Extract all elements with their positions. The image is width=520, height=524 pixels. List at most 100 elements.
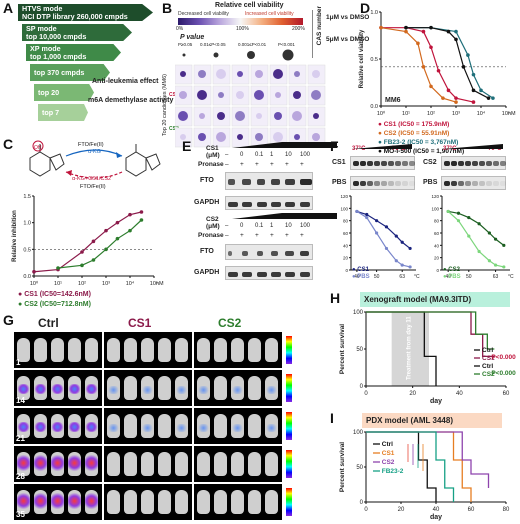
candidates-label: Top 20 candidates (MM6) [162, 74, 168, 137]
data-point [408, 265, 412, 269]
data-point [486, 96, 491, 100]
legend-d-fb-text: FB23-2 (IC50 = 3,767nM) [383, 139, 459, 146]
data-point [80, 263, 84, 268]
candidate-dot [256, 113, 262, 119]
imaging-panel: 35 [14, 484, 102, 520]
x-tick-label: 10⁴ [126, 280, 135, 287]
protein-band [256, 201, 267, 207]
protein-band [242, 179, 251, 185]
mouse-silhouette [124, 338, 137, 362]
mouse-silhouette [175, 452, 188, 476]
thermal-band [486, 181, 492, 186]
intensity-colorbar [286, 412, 292, 440]
y-axis-label: Percent survival [339, 324, 346, 374]
temp-gradient-r [443, 144, 503, 149]
imaging-panel [194, 484, 282, 520]
temp-end-l: 70°C [392, 146, 406, 152]
data-point [461, 65, 466, 69]
xenograft-survival-chart: 0 50 100 0 20 40 60 day Percent survival Treatmen… [339, 310, 516, 405]
legend-d-mo-text: MO-I-500 (IC50 = 1,907nM) [383, 148, 465, 155]
signal-spot [141, 424, 154, 432]
imaging-panel [194, 446, 282, 482]
data-point [365, 215, 369, 220]
candidate-dot [292, 111, 302, 121]
xenograft-title: Xenograft model (MA9.3ITD) [360, 292, 510, 307]
candidate-dot [179, 91, 187, 99]
legend-d-cs1-text: CS1 (IC50 = 175.9nM) [383, 121, 450, 128]
mouse-silhouette [141, 452, 154, 476]
candidate-dot [275, 92, 281, 98]
thermal-band [381, 181, 387, 186]
y-tick-label: 0 [345, 268, 348, 273]
data-point [479, 88, 483, 93]
signal-spot [85, 384, 98, 394]
data-point [408, 246, 412, 251]
legend-f-pbs2: ● PBS [443, 274, 461, 280]
thermal-band [360, 161, 366, 166]
mouse-silhouette [248, 414, 261, 438]
data-point [394, 259, 398, 263]
data-point [128, 228, 132, 233]
x-tick-label: 80 [503, 507, 510, 513]
lane-value: 0 [240, 223, 244, 229]
data-point [375, 219, 379, 223]
cs2-blot [441, 156, 506, 170]
mouse-silhouette [175, 490, 188, 514]
legend-title: Relative cell viability [215, 2, 284, 9]
signal-spot [231, 386, 244, 394]
mouse-silhouette [214, 452, 227, 476]
signal-spot [17, 422, 30, 432]
y-tick-label: 1.0 [23, 221, 31, 227]
pdx-title: PDX model (AML 3448) [362, 413, 502, 428]
panel-label-h: H [330, 290, 341, 306]
thermal-band [388, 161, 394, 166]
data-point [91, 258, 96, 262]
x-tick-label: 10⁰ [30, 280, 39, 287]
legend-label: Ctrl [482, 363, 493, 370]
thermal-band [465, 181, 471, 186]
pbs-f-label-l: PBS [332, 179, 347, 186]
candidate-dot [255, 70, 263, 78]
legend-label: Ctrl [482, 347, 493, 354]
imaging-panel: 28 [14, 446, 102, 482]
legend-d-cs1: ● CS1 (IC50 = 175.9nM) [378, 121, 450, 128]
panel-label-b: B [162, 0, 173, 16]
cs1-marker: CS1 [169, 92, 179, 98]
candidate-dot [216, 132, 226, 142]
temp-start-r: 37°C [443, 146, 457, 152]
funnel-step-2: SP mode top 10,000 cmpds [22, 24, 132, 41]
data-point [80, 250, 84, 254]
signal-spot [141, 386, 154, 394]
y-tick-label: 1.0 [370, 10, 378, 16]
y-tick-label: 0 [436, 268, 439, 273]
y-tick-label: 20 [343, 256, 349, 261]
thermal-band [353, 161, 359, 166]
signal-spot [51, 422, 64, 432]
x-tick-label: 40 [354, 274, 360, 280]
thermal-band [409, 181, 415, 186]
signal-spot [175, 424, 188, 432]
survival-line [366, 431, 437, 502]
x-tick-label: 50 [466, 274, 472, 280]
cs2-gradient [232, 213, 337, 219]
signal-spot [68, 492, 81, 510]
mouse-silhouette [197, 490, 210, 514]
data-point [446, 209, 450, 214]
candidate-dot [198, 70, 206, 78]
signal-spot [68, 384, 81, 394]
thermal-band [381, 161, 387, 166]
candidate-dot [294, 134, 300, 140]
x-tick-label: 0 [364, 507, 368, 513]
protein-band [256, 250, 264, 256]
legend-d-cs2-text: CS2 (IC50 = 55.91nM) [383, 130, 450, 137]
mouse-silhouette [68, 338, 81, 362]
y-tick-label: 0 [360, 500, 364, 506]
chart-title: MM6 [385, 97, 401, 104]
imaging-panel [104, 332, 192, 368]
data-point [421, 29, 426, 34]
y-tick-label: 60 [343, 231, 349, 236]
imaging-panel [104, 408, 192, 444]
mouse-silhouette [175, 338, 188, 362]
thermal-band [444, 181, 450, 186]
legend-label: CS2 [482, 371, 495, 378]
